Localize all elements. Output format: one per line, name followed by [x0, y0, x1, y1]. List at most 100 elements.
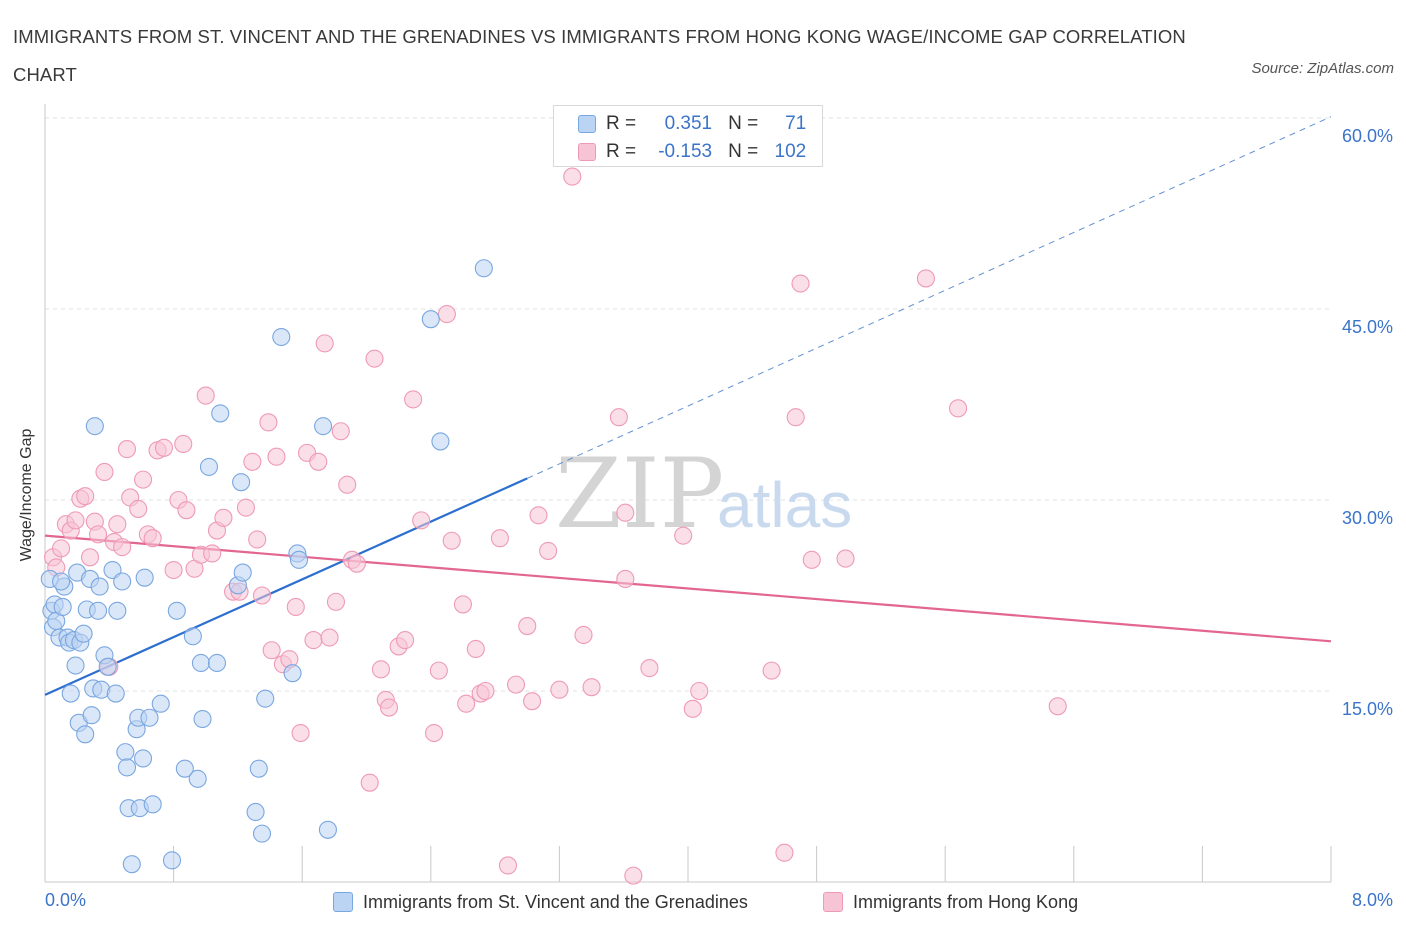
- data-point: [291, 723, 310, 743]
- legend-label-stvincent: Immigrants from St. Vincent and the Gren…: [363, 891, 748, 912]
- legend-swatch-pink: [823, 892, 843, 912]
- data-point: [523, 692, 542, 711]
- x-tick-min: 0.0%: [45, 890, 87, 910]
- data-point: [262, 641, 281, 660]
- data-point: [563, 167, 582, 186]
- legend-swatch-blue: [578, 115, 596, 133]
- watermark-atlas: atlas: [717, 469, 852, 541]
- legend-r-value: 0.351: [664, 113, 713, 134]
- data-point: [309, 452, 328, 471]
- data-point: [140, 708, 159, 727]
- data-point: [949, 399, 968, 418]
- data-point: [412, 511, 431, 530]
- data-point: [318, 820, 337, 839]
- data-point: [117, 440, 137, 459]
- data-point: [259, 413, 278, 432]
- data-point: [183, 627, 202, 646]
- data-point: [85, 417, 104, 436]
- legend-item-stvincent[interactable]: Immigrants from St. Vincent and the Gren…: [333, 888, 748, 916]
- data-point: [326, 592, 346, 611]
- data-point: [151, 694, 170, 713]
- data-point: [154, 438, 174, 457]
- data-point: [143, 795, 162, 814]
- data-point: [246, 802, 265, 822]
- data-point: [80, 548, 100, 567]
- data-point: [248, 530, 267, 549]
- series-hongkong: [43, 167, 1067, 885]
- data-point: [113, 572, 132, 591]
- data-point: [90, 577, 109, 596]
- legend-item-hongkong[interactable]: Immigrants from Hong Kong: [823, 888, 1078, 916]
- data-point: [437, 305, 456, 324]
- legend-swatch-blue: [333, 892, 353, 912]
- y-tick-labels: 15.0% 30.0% 45.0% 60.0%: [1342, 126, 1393, 719]
- data-point: [53, 597, 72, 617]
- data-point: [609, 408, 628, 427]
- data-point: [791, 274, 810, 293]
- data-point: [122, 855, 141, 874]
- data-point: [518, 617, 537, 636]
- source-label: Source: ZipAtlas.com: [1251, 60, 1394, 77]
- legend-row-hongkong: R = -0.153 N = 102: [578, 138, 806, 166]
- data-point: [365, 349, 384, 368]
- data-point: [683, 699, 702, 718]
- correlation-legend: R = 0.351 N = 71 R = -0.153 N = 102: [553, 105, 823, 167]
- data-point: [232, 473, 251, 492]
- data-point: [113, 538, 132, 557]
- data-point: [775, 843, 794, 862]
- data-point: [529, 506, 548, 525]
- data-point: [424, 723, 444, 743]
- data-point: [314, 417, 333, 436]
- data-point: [177, 501, 196, 520]
- data-point: [167, 601, 186, 620]
- data-point: [52, 539, 71, 558]
- data-point: [453, 595, 473, 614]
- legend-n-label: N =: [728, 141, 759, 162]
- data-point: [762, 661, 781, 680]
- legend-n-value: 71: [785, 113, 807, 134]
- data-point: [98, 657, 117, 676]
- data-point: [129, 499, 148, 518]
- data-point: [574, 625, 593, 645]
- data-point: [162, 851, 182, 870]
- data-point: [272, 327, 291, 347]
- data-point: [304, 631, 323, 650]
- data-point: [207, 653, 227, 673]
- data-point: [506, 675, 526, 694]
- data-point: [490, 529, 509, 548]
- data-point: [474, 259, 493, 278]
- data-point: [624, 866, 643, 885]
- legend-n-value: 102: [774, 141, 807, 162]
- data-point: [283, 664, 302, 683]
- data-point: [442, 531, 461, 550]
- data-point: [550, 680, 569, 699]
- series-stvincent: [40, 259, 493, 874]
- data-point: [174, 434, 193, 454]
- data-point: [249, 759, 268, 778]
- legend-n-label: N =: [728, 113, 759, 134]
- data-point: [616, 503, 635, 522]
- data-point: [916, 269, 935, 288]
- data-point: [175, 759, 194, 778]
- data-point: [135, 568, 154, 587]
- chart-title: IMMIGRANTS FROM ST. VINCENT AND THE GREN…: [13, 26, 1186, 85]
- trend-line-stvincent: [44, 477, 528, 696]
- data-point: [76, 725, 95, 744]
- data-point: [476, 681, 495, 701]
- data-point: [256, 689, 275, 708]
- data-point: [82, 706, 101, 725]
- data-point: [52, 572, 71, 591]
- data-point: [315, 334, 334, 353]
- watermark-zip: ZIP: [555, 438, 724, 550]
- data-point: [117, 758, 137, 777]
- axes: [44, 104, 1332, 883]
- data-point: [95, 462, 114, 482]
- data-point: [396, 631, 415, 650]
- data-point: [421, 310, 440, 329]
- data-point: [188, 769, 207, 788]
- data-point: [498, 856, 518, 875]
- y-tick-label: 45.0%: [1342, 317, 1393, 337]
- legend-r-label: R =: [606, 113, 637, 134]
- data-point: [836, 549, 855, 568]
